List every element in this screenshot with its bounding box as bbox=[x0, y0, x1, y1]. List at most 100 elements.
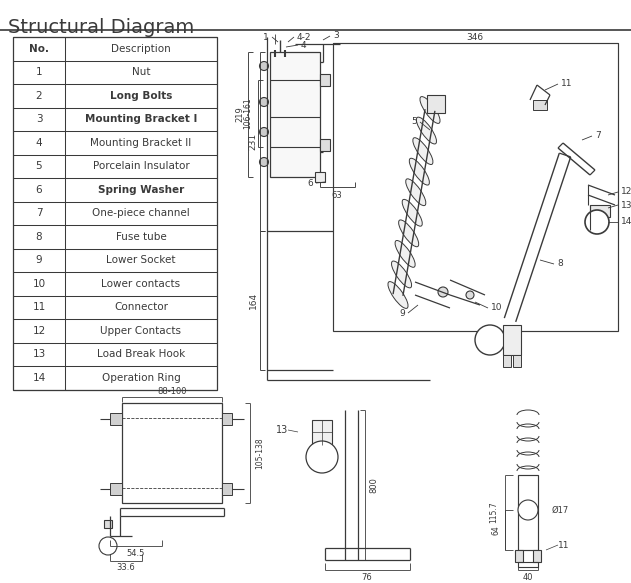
Ellipse shape bbox=[395, 240, 415, 267]
Bar bbox=[533, 100, 547, 110]
Bar bbox=[222, 413, 232, 425]
Bar bbox=[518, 562, 538, 567]
Text: 231: 231 bbox=[249, 132, 257, 150]
Text: 219: 219 bbox=[235, 107, 244, 122]
Bar bbox=[270, 52, 320, 177]
Text: 4: 4 bbox=[301, 40, 307, 50]
Text: 13: 13 bbox=[621, 201, 631, 209]
Text: Upper Contacts: Upper Contacts bbox=[100, 326, 182, 336]
Text: Connector: Connector bbox=[114, 302, 168, 312]
Ellipse shape bbox=[420, 97, 440, 124]
Text: Description: Description bbox=[111, 44, 171, 54]
Ellipse shape bbox=[416, 117, 437, 144]
Text: 346: 346 bbox=[466, 33, 483, 43]
Bar bbox=[104, 520, 112, 528]
Ellipse shape bbox=[410, 158, 429, 185]
Text: 105-138: 105-138 bbox=[256, 437, 264, 469]
Text: 13: 13 bbox=[276, 425, 288, 435]
Text: 6: 6 bbox=[36, 185, 42, 195]
Text: 5: 5 bbox=[411, 118, 417, 127]
Text: 1: 1 bbox=[263, 33, 269, 41]
Text: 5: 5 bbox=[36, 161, 42, 171]
Text: 8: 8 bbox=[557, 259, 563, 269]
Bar bbox=[513, 355, 521, 367]
Text: 33.6: 33.6 bbox=[117, 564, 136, 573]
Bar bbox=[312, 420, 332, 445]
Text: One-piece channel: One-piece channel bbox=[92, 208, 190, 218]
Text: Structural Diagram: Structural Diagram bbox=[8, 18, 194, 37]
Circle shape bbox=[466, 291, 474, 299]
Circle shape bbox=[259, 128, 269, 136]
Bar bbox=[515, 550, 523, 562]
Text: Spring Washer: Spring Washer bbox=[98, 185, 184, 195]
Text: 14: 14 bbox=[621, 217, 631, 227]
Text: 64: 64 bbox=[492, 525, 500, 535]
Ellipse shape bbox=[402, 199, 422, 226]
Text: 7: 7 bbox=[36, 208, 42, 218]
Text: 164: 164 bbox=[249, 292, 257, 308]
Circle shape bbox=[518, 500, 538, 520]
Text: 54.5: 54.5 bbox=[127, 550, 145, 559]
Text: 7: 7 bbox=[595, 132, 601, 141]
Text: 10: 10 bbox=[32, 279, 45, 289]
Text: Nut: Nut bbox=[132, 67, 150, 78]
Bar bbox=[122, 403, 222, 503]
Text: 2: 2 bbox=[36, 91, 42, 101]
Text: 40: 40 bbox=[522, 574, 533, 582]
Circle shape bbox=[259, 61, 269, 71]
Text: 8: 8 bbox=[36, 232, 42, 242]
Text: Mounting Bracket I: Mounting Bracket I bbox=[85, 114, 197, 124]
Text: 3: 3 bbox=[36, 114, 42, 124]
Text: 115.7: 115.7 bbox=[490, 501, 498, 523]
Text: 3: 3 bbox=[333, 31, 339, 40]
Bar bbox=[333, 43, 618, 331]
Text: 63: 63 bbox=[332, 191, 343, 199]
Ellipse shape bbox=[391, 261, 411, 288]
Circle shape bbox=[99, 537, 117, 555]
Text: Long Bolts: Long Bolts bbox=[110, 91, 172, 101]
Text: Fuse tube: Fuse tube bbox=[115, 232, 167, 242]
Text: 14: 14 bbox=[32, 373, 45, 383]
Text: Mounting Bracket II: Mounting Bracket II bbox=[90, 138, 192, 147]
Bar bbox=[110, 413, 122, 425]
Bar bbox=[110, 483, 122, 495]
Text: Load Break Hook: Load Break Hook bbox=[97, 349, 185, 359]
Bar bbox=[590, 205, 610, 217]
Text: 76: 76 bbox=[362, 574, 372, 582]
Text: No.: No. bbox=[29, 44, 49, 54]
Circle shape bbox=[475, 325, 505, 355]
Text: 4-2: 4-2 bbox=[297, 33, 312, 41]
Text: 9: 9 bbox=[399, 308, 405, 318]
Bar bbox=[13, 37, 217, 389]
Text: 6: 6 bbox=[307, 178, 313, 188]
Text: 4: 4 bbox=[36, 138, 42, 147]
Bar bbox=[320, 139, 330, 151]
Text: 13: 13 bbox=[32, 349, 45, 359]
Text: Operation Ring: Operation Ring bbox=[102, 373, 180, 383]
Text: 9: 9 bbox=[36, 255, 42, 265]
Bar bbox=[320, 74, 330, 86]
Text: 11: 11 bbox=[558, 540, 570, 550]
Ellipse shape bbox=[388, 282, 408, 308]
Text: 106-161: 106-161 bbox=[244, 97, 252, 129]
Bar bbox=[518, 475, 538, 550]
Bar bbox=[427, 95, 445, 113]
Circle shape bbox=[306, 441, 338, 473]
Ellipse shape bbox=[399, 220, 419, 247]
Text: 800: 800 bbox=[370, 477, 379, 493]
Bar bbox=[222, 483, 232, 495]
Ellipse shape bbox=[406, 179, 426, 206]
Circle shape bbox=[585, 210, 609, 234]
Text: 11: 11 bbox=[32, 302, 45, 312]
Bar bbox=[533, 550, 541, 562]
Bar bbox=[503, 325, 521, 355]
Text: 11: 11 bbox=[561, 79, 572, 89]
Text: 12: 12 bbox=[621, 188, 631, 196]
Text: 12: 12 bbox=[32, 326, 45, 336]
Text: 10: 10 bbox=[491, 304, 502, 312]
Text: Porcelain Insulator: Porcelain Insulator bbox=[93, 161, 189, 171]
Circle shape bbox=[259, 97, 269, 107]
Circle shape bbox=[438, 287, 448, 297]
Bar bbox=[315, 172, 325, 182]
Circle shape bbox=[259, 157, 269, 167]
